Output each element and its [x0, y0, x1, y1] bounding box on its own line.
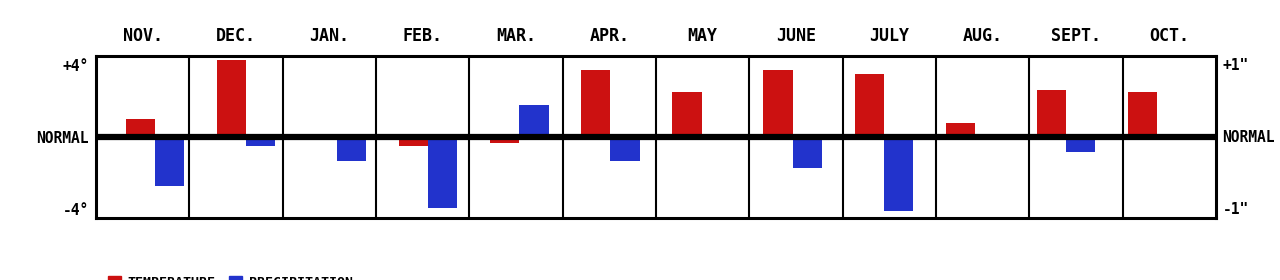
Bar — [883, 137, 913, 211]
Bar — [429, 137, 457, 207]
Text: MAY: MAY — [687, 27, 718, 45]
Bar — [611, 137, 640, 161]
Bar — [763, 71, 792, 137]
Bar — [125, 119, 155, 137]
Bar — [1037, 90, 1066, 137]
Bar — [399, 137, 429, 146]
Bar — [155, 137, 184, 186]
Bar — [672, 92, 701, 137]
Text: FEB.: FEB. — [403, 27, 443, 45]
Text: APR.: APR. — [589, 27, 630, 45]
Bar — [581, 71, 611, 137]
Legend: TEMPERATURE, PRECIPITATION: TEMPERATURE, PRECIPITATION — [102, 270, 358, 280]
Bar — [218, 60, 246, 137]
Bar — [1066, 137, 1094, 152]
Text: AUG.: AUG. — [963, 27, 1002, 45]
Text: DEC.: DEC. — [216, 27, 256, 45]
Text: NOV.: NOV. — [123, 27, 163, 45]
Bar — [1128, 92, 1157, 137]
Text: +1": +1" — [1222, 57, 1249, 73]
Text: NORMAL: NORMAL — [1222, 130, 1275, 145]
Bar — [246, 137, 275, 146]
Text: OCT.: OCT. — [1149, 27, 1189, 45]
Bar — [490, 137, 520, 143]
Text: MAR.: MAR. — [497, 27, 536, 45]
Bar — [520, 105, 549, 137]
Text: JUNE: JUNE — [776, 27, 817, 45]
Text: JAN.: JAN. — [310, 27, 349, 45]
Text: JULY: JULY — [869, 27, 909, 45]
Bar — [338, 137, 366, 161]
Bar — [855, 74, 883, 137]
Text: SEPT.: SEPT. — [1051, 27, 1101, 45]
Bar — [792, 137, 822, 168]
Text: -1": -1" — [1222, 202, 1249, 217]
Bar — [946, 123, 974, 137]
